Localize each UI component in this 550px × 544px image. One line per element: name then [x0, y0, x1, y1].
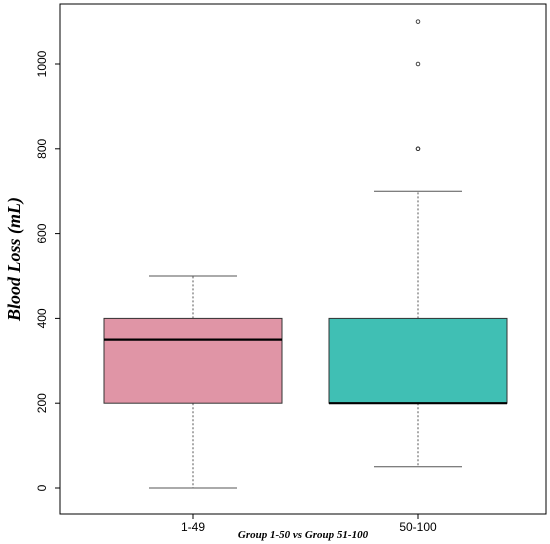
y-tick-label: 0 [35, 484, 49, 491]
y-tick-label: 1000 [35, 50, 49, 77]
plot-frame [59, 3, 547, 515]
x-tick-label: 50-100 [399, 520, 437, 534]
y-axis: 0 200 400 600 800 1000 [35, 50, 60, 491]
y-axis-label: Blood Loss (mL) [4, 197, 25, 322]
boxes-layer [103, 19, 508, 489]
x-axis: 1-49 50-100 [181, 514, 437, 534]
outlier-point [415, 146, 421, 152]
y-tick-label: 200 [35, 393, 49, 413]
x-axis-label: Group 1-50 vs Group 51-100 [238, 529, 369, 541]
y-tick-label: 600 [35, 223, 49, 243]
x-tick-label: 1-49 [181, 520, 205, 534]
iqr-box [328, 317, 508, 404]
box-50-100 [328, 19, 508, 468]
box-1-49 [103, 275, 283, 489]
y-tick-label: 800 [35, 138, 49, 158]
outlier-point [415, 19, 421, 24]
iqr-box [103, 317, 283, 404]
outlier-point [415, 61, 421, 67]
y-tick-label: 400 [35, 308, 49, 328]
